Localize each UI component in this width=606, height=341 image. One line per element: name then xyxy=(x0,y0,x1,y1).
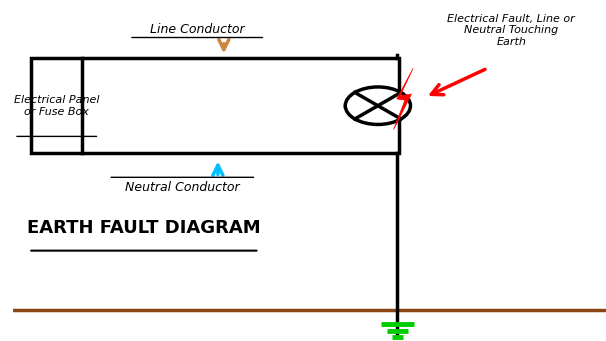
Text: EARTH FAULT DIAGRAM: EARTH FAULT DIAGRAM xyxy=(27,220,261,237)
Text: Electrical Fault, Line or
Neutral Touching
Earth: Electrical Fault, Line or Neutral Touchi… xyxy=(447,14,575,47)
Circle shape xyxy=(345,87,410,124)
Text: Line Conductor: Line Conductor xyxy=(150,23,244,36)
Text: Electrical Panel
or Fuse Box: Electrical Panel or Fuse Box xyxy=(14,95,99,117)
Polygon shape xyxy=(393,68,413,130)
Bar xyxy=(32,58,399,153)
Text: Neutral Conductor: Neutral Conductor xyxy=(125,181,239,194)
